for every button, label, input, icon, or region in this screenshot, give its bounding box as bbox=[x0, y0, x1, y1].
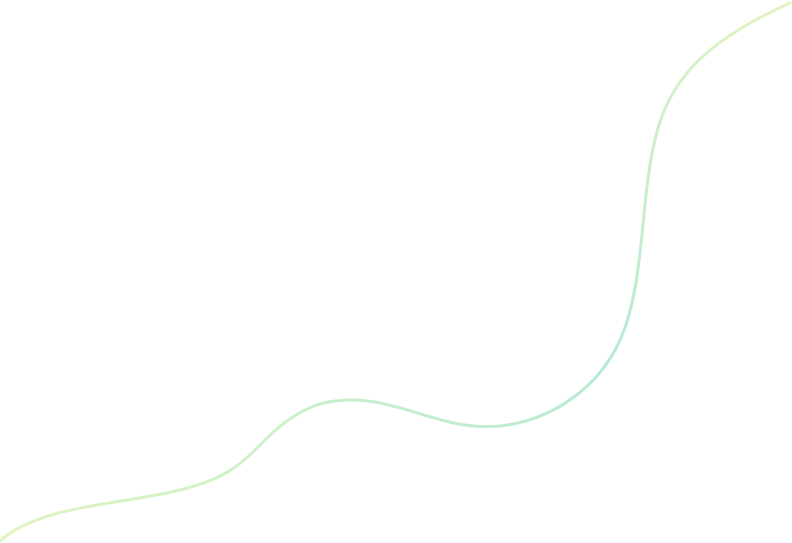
canvas bbox=[0, 1, 792, 543]
decorative-wave bbox=[0, 1, 792, 543]
wave-line-icon bbox=[0, 1, 792, 543]
